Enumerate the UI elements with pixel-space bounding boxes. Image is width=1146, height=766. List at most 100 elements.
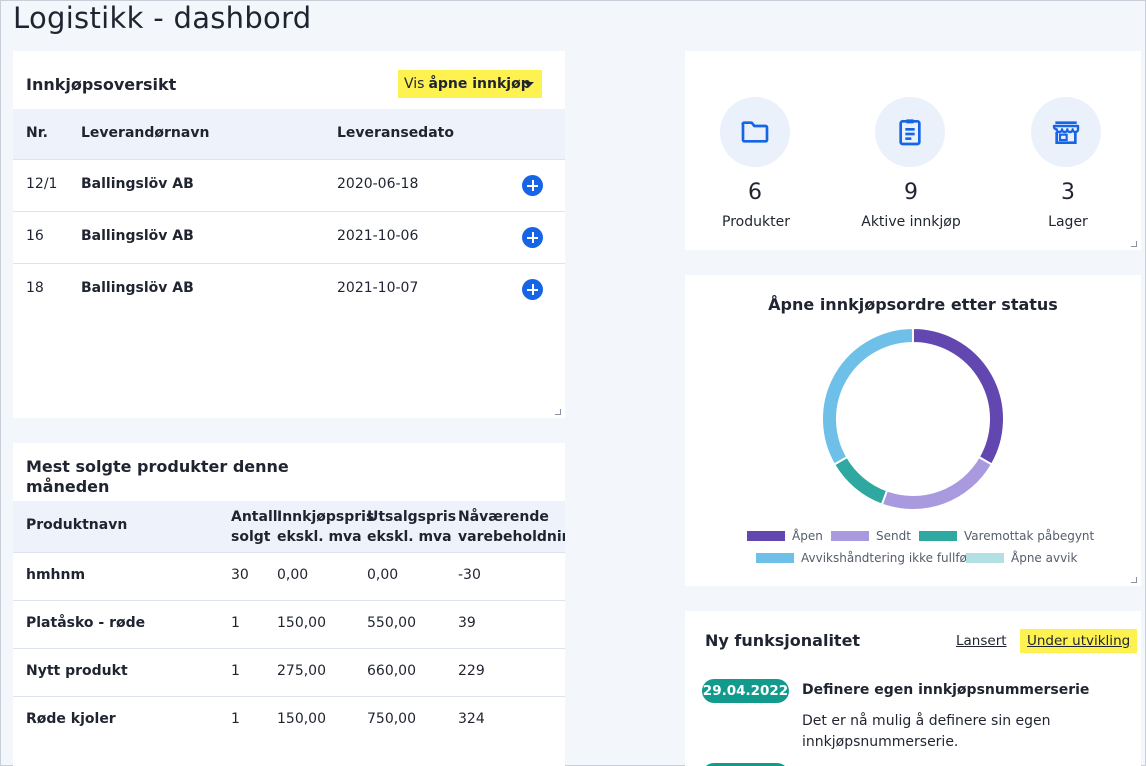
qty-sold: 30 xyxy=(231,567,249,583)
tab-in-development[interactable]: Under utvikling xyxy=(1020,629,1138,653)
news-body-line2: innkjøpsnummerserie. xyxy=(802,734,959,750)
column-header-sale-price: Utsalgspris ekskl. mva xyxy=(367,507,456,547)
stat-active-purchases-value: 9 xyxy=(904,180,918,205)
column-header-qty-line1: Antall xyxy=(231,509,278,525)
status-chart-card: Åpne innkjøpsordre etter status Åpen Send… xyxy=(685,275,1141,586)
purchase-price: 0,00 xyxy=(277,567,309,583)
table-row[interactable]: 16 Ballingslöv AB 2021-10-06 xyxy=(13,212,565,264)
current-stock: 229 xyxy=(458,663,485,679)
donut-chart xyxy=(821,327,1005,511)
product-name: hmhnm xyxy=(26,567,86,583)
delivery-date: 2021-10-07 xyxy=(337,280,419,296)
legend-item[interactable]: Åpne avvik xyxy=(966,551,1077,565)
product-name: Røde kjoler xyxy=(26,711,116,727)
legend-item[interactable]: Varemottak påbegynt xyxy=(919,529,1094,543)
current-stock: 39 xyxy=(458,615,476,631)
supplier-name: Ballingslöv AB xyxy=(81,176,194,192)
clipboard-icon xyxy=(899,119,921,146)
column-header-stock-line1: Nåværende xyxy=(458,509,549,525)
date-badge: 29.04.2022 xyxy=(702,679,789,703)
delivery-date: 2021-10-06 xyxy=(337,228,419,244)
new-features-card: Ny funksjonalitet Lansert Under utviklin… xyxy=(685,611,1141,766)
column-header-sell-line1: Utsalgspris xyxy=(367,509,457,525)
best-sellers-title: Mest solgte produkter denne måneden xyxy=(26,457,289,497)
table-row: Røde kjoler 1 150,00 750,00 324 xyxy=(13,697,565,745)
donut-slice-1[interactable] xyxy=(880,455,994,511)
purchase-price: 150,00 xyxy=(277,615,326,631)
resize-handle-icon[interactable] xyxy=(1131,577,1137,583)
best-sellers-table-header: Produktnavn Antall solgt Innkjøpspris ek… xyxy=(13,501,565,553)
donut-slice-0[interactable] xyxy=(912,327,1005,466)
column-header-qty-line2: solgt xyxy=(231,529,271,545)
legend-item[interactable]: Avvikshåndtering ikke fullført xyxy=(756,551,977,565)
delivery-date: 2020-06-18 xyxy=(337,176,419,192)
product-name: Nytt produkt xyxy=(26,663,128,679)
new-features-title: Ny funksjonalitet xyxy=(705,631,861,650)
purchase-nr: 18 xyxy=(26,280,44,296)
stat-warehouses-label: Lager xyxy=(1048,214,1088,230)
supplier-name: Ballingslöv AB xyxy=(81,228,194,244)
purchase-table-header: Nr. Leverandørnavn Leveransedato xyxy=(13,109,565,160)
current-stock: 324 xyxy=(458,711,485,727)
sale-price: 550,00 xyxy=(367,615,416,631)
tab-launched[interactable]: Lansert xyxy=(956,633,1007,649)
table-row: Platåsko - røde 1 150,00 550,00 39 xyxy=(13,601,565,649)
stat-products-value: 6 xyxy=(748,180,762,205)
column-header-sell-line2: ekskl. mva xyxy=(367,529,452,545)
purchase-price: 275,00 xyxy=(277,663,326,679)
legend-swatch xyxy=(966,553,1004,563)
column-header-qty-sold: Antall solgt xyxy=(231,507,278,547)
column-header-purchase-price: Innkjøpspris ekskl. mva xyxy=(277,507,374,547)
resize-handle-icon[interactable] xyxy=(1131,241,1137,247)
legend-swatch xyxy=(747,531,785,541)
purchase-filter-dropdown[interactable]: Vis åpne innkjøp xyxy=(398,70,542,98)
filter-prefix: Vis xyxy=(404,76,425,92)
legend-label: Åpen xyxy=(792,529,823,543)
legend-label: Åpne avvik xyxy=(1011,551,1078,565)
legend-item[interactable]: Sendt xyxy=(831,529,911,543)
legend-label: Avvikshåndtering ikke fullført xyxy=(801,551,977,565)
best-sellers-title-line2: måneden xyxy=(26,477,110,496)
stat-products-label: Produkter xyxy=(722,214,790,230)
purchase-nr: 12/1 xyxy=(26,176,58,192)
sale-price: 0,00 xyxy=(367,567,399,583)
news-headline: Definere egen innkjøpsnummerserie xyxy=(802,682,1090,698)
folder-icon xyxy=(741,121,769,143)
stat-active-purchases-label: Aktive innkjøp xyxy=(861,214,961,230)
legend-swatch xyxy=(919,531,957,541)
table-row[interactable]: 18 Ballingslöv AB 2021-10-07 xyxy=(13,264,565,316)
column-header-stock-line2: varebeholdning xyxy=(458,529,565,545)
expand-row-plus-icon[interactable] xyxy=(522,175,543,196)
table-row: hmhnm 30 0,00 0,00 -30 xyxy=(13,553,565,601)
column-header-supplier: Leverandørnavn xyxy=(81,125,210,141)
sale-price: 750,00 xyxy=(367,711,416,727)
resize-handle-icon[interactable] xyxy=(555,409,561,415)
donut-slice-2[interactable] xyxy=(832,455,889,506)
stats-card: 6 Produkter 9 Aktive innkjøp 3 Lager xyxy=(685,51,1141,250)
legend-label: Varemottak påbegynt xyxy=(964,529,1095,543)
legend-swatch xyxy=(831,531,869,541)
stat-warehouses-value: 3 xyxy=(1061,180,1075,205)
product-name: Platåsko - røde xyxy=(26,615,146,631)
chevron-down-icon xyxy=(524,82,534,87)
column-header-buy-line2: ekskl. mva xyxy=(277,529,362,545)
column-header-buy-line1: Innkjøpspris xyxy=(277,509,375,525)
table-row[interactable]: 12/1 Ballingslöv AB 2020-06-18 xyxy=(13,160,565,212)
donut-slice-3[interactable] xyxy=(821,327,914,466)
sale-price: 660,00 xyxy=(367,663,416,679)
stat-warehouses-link[interactable] xyxy=(1031,97,1101,167)
current-stock: -30 xyxy=(458,567,481,583)
stat-active-purchases-link[interactable] xyxy=(875,97,945,167)
expand-row-plus-icon[interactable] xyxy=(522,279,543,300)
legend-item[interactable]: Åpen xyxy=(747,529,823,543)
column-header-current-stock: Nåværende varebeholdning xyxy=(458,507,565,547)
store-icon xyxy=(1052,121,1080,144)
stat-products-link[interactable] xyxy=(720,97,790,167)
expand-row-plus-icon[interactable] xyxy=(522,227,543,248)
best-sellers-card: Mest solgte produkter denne måneden Prod… xyxy=(13,443,565,766)
qty-sold: 1 xyxy=(231,663,240,679)
purchase-nr: 16 xyxy=(26,228,44,244)
table-row: Nytt produkt 1 275,00 660,00 229 xyxy=(13,649,565,697)
best-sellers-title-line1: Mest solgte produkter denne xyxy=(26,457,289,476)
column-header-nr: Nr. xyxy=(26,125,48,141)
